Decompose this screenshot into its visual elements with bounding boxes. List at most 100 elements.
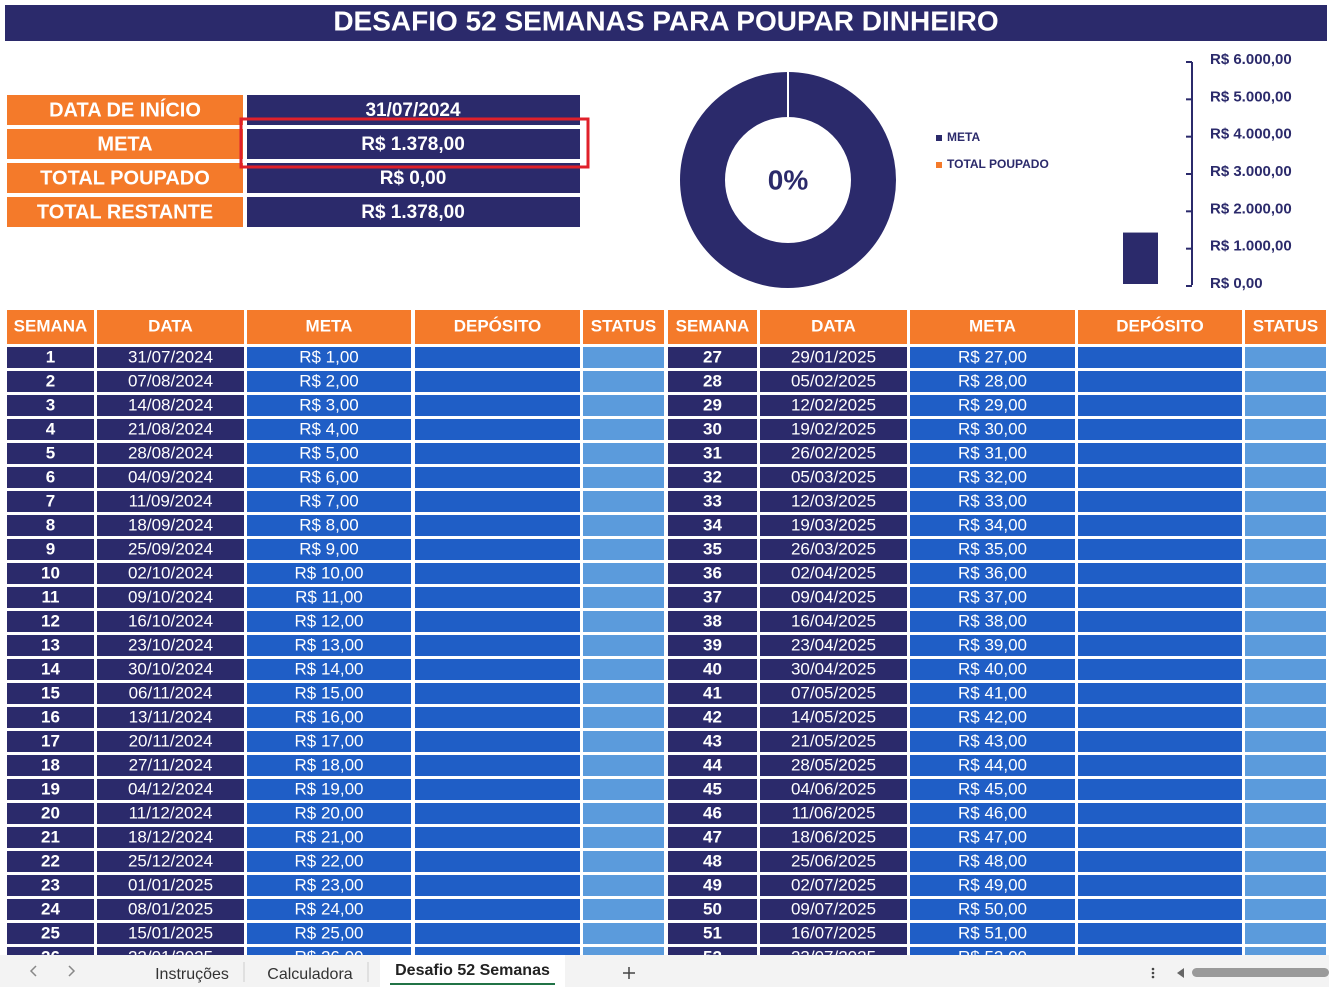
table-cell[interactable] bbox=[415, 443, 580, 464]
table-cell[interactable] bbox=[415, 827, 580, 848]
table-cell[interactable] bbox=[415, 923, 580, 944]
table-cell[interactable] bbox=[583, 875, 664, 896]
add-sheet-button[interactable] bbox=[623, 967, 635, 979]
table-cell[interactable] bbox=[1078, 443, 1242, 464]
table-cell[interactable] bbox=[1245, 419, 1326, 440]
table-cell[interactable] bbox=[1245, 395, 1326, 416]
table-cell[interactable] bbox=[1078, 755, 1242, 776]
table-cell[interactable] bbox=[1245, 659, 1326, 680]
table-cell[interactable] bbox=[583, 539, 664, 560]
table-cell[interactable] bbox=[1245, 635, 1326, 656]
table-cell[interactable] bbox=[583, 659, 664, 680]
table-cell[interactable] bbox=[1245, 731, 1326, 752]
table-cell[interactable] bbox=[415, 491, 580, 512]
table-cell[interactable] bbox=[415, 611, 580, 632]
table-cell[interactable] bbox=[1078, 779, 1242, 800]
table-cell[interactable] bbox=[583, 827, 664, 848]
table-cell[interactable] bbox=[583, 707, 664, 728]
table-cell[interactable] bbox=[415, 899, 580, 920]
table-cell[interactable] bbox=[1245, 755, 1326, 776]
table-cell[interactable] bbox=[1078, 875, 1242, 896]
table-cell[interactable] bbox=[1078, 827, 1242, 848]
table-cell[interactable] bbox=[583, 803, 664, 824]
sheet-tab[interactable]: Instruções bbox=[155, 966, 229, 983]
table-cell[interactable] bbox=[415, 707, 580, 728]
table-cell[interactable] bbox=[583, 923, 664, 944]
table-cell[interactable] bbox=[583, 395, 664, 416]
table-cell[interactable] bbox=[1078, 851, 1242, 872]
table-cell[interactable] bbox=[1245, 803, 1326, 824]
table-cell[interactable] bbox=[415, 563, 580, 584]
table-cell[interactable] bbox=[1078, 467, 1242, 488]
table-cell[interactable] bbox=[583, 563, 664, 584]
table-cell[interactable] bbox=[583, 899, 664, 920]
table-cell[interactable] bbox=[415, 371, 580, 392]
menu-dot[interactable] bbox=[1151, 967, 1155, 971]
table-cell[interactable] bbox=[415, 875, 580, 896]
tab-next-arrow[interactable] bbox=[68, 965, 76, 977]
table-cell[interactable] bbox=[1078, 635, 1242, 656]
table-cell[interactable] bbox=[415, 731, 580, 752]
table-cell[interactable] bbox=[1078, 683, 1242, 704]
table-cell[interactable] bbox=[1078, 419, 1242, 440]
table-cell[interactable] bbox=[1078, 923, 1242, 944]
table-cell[interactable] bbox=[415, 419, 580, 440]
table-cell[interactable] bbox=[583, 443, 664, 464]
scroll-left-arrow[interactable] bbox=[1177, 968, 1184, 978]
table-cell[interactable] bbox=[415, 755, 580, 776]
table-cell[interactable] bbox=[1245, 683, 1326, 704]
table-cell[interactable] bbox=[583, 611, 664, 632]
table-cell[interactable] bbox=[415, 635, 580, 656]
table-cell[interactable] bbox=[1078, 539, 1242, 560]
table-cell[interactable] bbox=[583, 515, 664, 536]
table-cell[interactable] bbox=[1245, 443, 1326, 464]
table-cell[interactable] bbox=[583, 419, 664, 440]
table-cell[interactable] bbox=[1245, 707, 1326, 728]
sheet-tab[interactable]: Desafio 52 Semanas bbox=[395, 962, 550, 979]
table-cell[interactable] bbox=[415, 803, 580, 824]
table-cell[interactable] bbox=[583, 491, 664, 512]
table-cell[interactable] bbox=[1245, 515, 1326, 536]
horizontal-scrollbar[interactable] bbox=[1192, 968, 1329, 977]
table-cell[interactable] bbox=[583, 635, 664, 656]
table-cell[interactable] bbox=[415, 539, 580, 560]
table-cell[interactable] bbox=[583, 467, 664, 488]
table-cell[interactable] bbox=[583, 851, 664, 872]
table-cell[interactable] bbox=[583, 731, 664, 752]
table-cell[interactable] bbox=[1245, 779, 1326, 800]
table-cell[interactable] bbox=[1078, 587, 1242, 608]
table-cell[interactable] bbox=[583, 683, 664, 704]
table-cell[interactable] bbox=[415, 779, 580, 800]
table-cell[interactable] bbox=[1245, 587, 1326, 608]
table-cell[interactable] bbox=[583, 587, 664, 608]
table-cell[interactable] bbox=[1078, 347, 1242, 368]
table-cell[interactable] bbox=[1245, 467, 1326, 488]
table-cell[interactable] bbox=[1245, 923, 1326, 944]
table-cell[interactable] bbox=[1245, 875, 1326, 896]
table-cell[interactable] bbox=[1245, 539, 1326, 560]
table-cell[interactable] bbox=[415, 467, 580, 488]
table-cell[interactable] bbox=[1245, 827, 1326, 848]
table-cell[interactable] bbox=[415, 851, 580, 872]
table-cell[interactable] bbox=[415, 347, 580, 368]
table-cell[interactable] bbox=[583, 755, 664, 776]
table-cell[interactable] bbox=[1078, 803, 1242, 824]
table-cell[interactable] bbox=[1245, 611, 1326, 632]
table-cell[interactable] bbox=[1245, 563, 1326, 584]
table-cell[interactable] bbox=[1245, 371, 1326, 392]
table-cell[interactable] bbox=[1078, 515, 1242, 536]
table-cell[interactable] bbox=[1078, 611, 1242, 632]
table-cell[interactable] bbox=[1078, 659, 1242, 680]
table-cell[interactable] bbox=[583, 347, 664, 368]
menu-dot[interactable] bbox=[1151, 975, 1155, 979]
table-cell[interactable] bbox=[1078, 899, 1242, 920]
table-cell[interactable] bbox=[1245, 347, 1326, 368]
table-cell[interactable] bbox=[1078, 707, 1242, 728]
menu-dot[interactable] bbox=[1151, 971, 1155, 975]
table-cell[interactable] bbox=[1078, 395, 1242, 416]
table-cell[interactable] bbox=[415, 659, 580, 680]
table-cell[interactable] bbox=[415, 683, 580, 704]
table-cell[interactable] bbox=[1245, 491, 1326, 512]
table-cell[interactable] bbox=[583, 779, 664, 800]
table-cell[interactable] bbox=[415, 395, 580, 416]
